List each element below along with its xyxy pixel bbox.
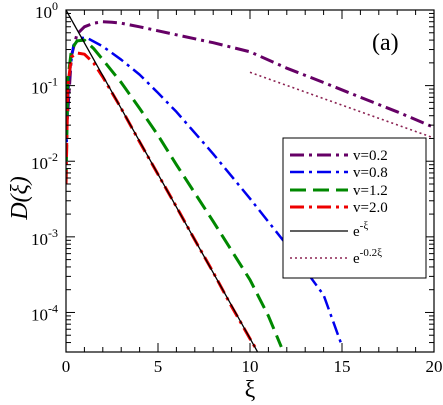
x-axis-title: ξ [245, 377, 256, 403]
series-line-1 [66, 20, 434, 139]
x-tick-label: 10 [242, 357, 259, 376]
y-tick-label: 10-4 [31, 301, 58, 324]
y-tick-label: 10-3 [31, 226, 58, 249]
panel-label: (a) [372, 30, 399, 56]
y-tick-label: 10-1 [31, 75, 58, 98]
legend: v=0.2v=0.8 v=1.2v=2.0 e-ξ e-0.2ξ [282, 137, 427, 279]
legend-label-3: v=1.2 [353, 183, 388, 199]
legend-label-6: e-0.2ξ [353, 247, 382, 267]
plot-series [66, 10, 434, 352]
legend-label-2: v=0.8 [353, 165, 388, 181]
x-tick-label: 15 [334, 357, 351, 376]
x-tick-label: 5 [154, 357, 163, 376]
x-tick-label: 20 [426, 357, 443, 376]
legend-label-5: e-ξ [353, 220, 368, 240]
axis-ticks: 0 5 10 15 20 10-4 10-3 10-2 10-1 100 [31, 0, 443, 376]
series-line-5 [66, 10, 258, 352]
y-tick-label: 100 [35, 0, 58, 22]
series-line-3 [66, 38, 283, 348]
y-tick-label: 10-2 [31, 150, 58, 173]
x-tick-label: 0 [62, 357, 71, 376]
y-axis-title: D(ξ) [7, 176, 33, 221]
series-line-6 [249, 71, 434, 139]
legend-label-4: v=2.0 [353, 200, 388, 216]
legend-box [282, 137, 427, 279]
legend-label-1: v=0.2 [353, 148, 388, 164]
